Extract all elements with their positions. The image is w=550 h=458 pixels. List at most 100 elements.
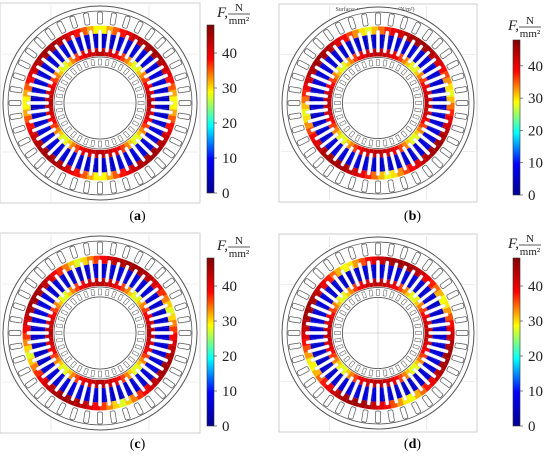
stator-inner-ring: [7, 10, 193, 196]
stress-core-band: [416, 54, 431, 68]
stator-inner-ring: [286, 241, 470, 425]
stress-inner-band: [123, 371, 132, 381]
stator-slot: [361, 243, 369, 257]
stress-core-band: [325, 368, 340, 382]
tooth-slot: [105, 260, 112, 283]
rotor-slot: [136, 93, 144, 99]
stator-slot: [44, 165, 56, 178]
stress-outer-band: [422, 44, 433, 55]
tooth-slot: [305, 337, 329, 345]
rotor-slot: [368, 59, 374, 67]
tooth-slot: [424, 73, 446, 86]
rotor-slot: [334, 331, 341, 335]
caption-a: (a): [129, 209, 146, 224]
rotor-slot: [412, 86, 420, 92]
tooth-slot: [124, 376, 138, 398]
tooth-slot: [424, 350, 446, 363]
tooth-slot: [88, 153, 95, 176]
plot-frame: [278, 3, 478, 203]
stator-slot: [451, 354, 465, 364]
stress-inner-band: [336, 362, 346, 372]
rotor-slot: [348, 68, 356, 76]
rotor-slot: [339, 120, 347, 127]
rotor-slot: [76, 293, 83, 302]
tooth-slot: [98, 29, 102, 52]
tooth-slot: [310, 303, 332, 316]
stress-outer-band: [407, 162, 417, 173]
stress-outer-band: [323, 381, 334, 392]
stress-core-band: [413, 141, 427, 156]
rotor-slot: [83, 290, 89, 299]
stress-inner-band: [52, 356, 62, 365]
tooth-slot: [428, 101, 451, 105]
tooth-slot: [348, 35, 361, 57]
stator-slot: [387, 179, 395, 193]
stress-outer-band: [144, 382, 155, 393]
colorbar-tick-label: 0: [528, 419, 536, 435]
rotor-slot: [122, 360, 130, 369]
rotor-slot: [382, 139, 388, 147]
rotor-slot: [76, 134, 83, 143]
colorbar-tick-label: 10: [222, 151, 237, 167]
stress-outer-band: [323, 151, 334, 162]
stress-outer-band: [319, 278, 330, 289]
stress-inner-band: [336, 294, 346, 304]
tooth-slot: [395, 265, 408, 287]
stress-inner-band: [410, 362, 420, 372]
tooth-slot: [54, 142, 70, 162]
stator-slot: [83, 12, 91, 26]
stator-slot: [12, 125, 26, 134]
tooth-slot: [382, 30, 390, 54]
tooth-slot: [143, 127, 165, 141]
stress-core-band: [37, 356, 53, 368]
stress-core-band: [123, 150, 135, 166]
tooth-slot: [70, 264, 82, 287]
stress-outer-band: [29, 132, 40, 142]
stator-slot: [154, 267, 166, 279]
stator-inner-ring: [286, 11, 470, 195]
stress-core-band: [50, 49, 65, 65]
stator-slot: [422, 28, 433, 42]
tooth-slot: [130, 372, 146, 392]
stator-slot: [174, 72, 188, 81]
stress-outer-band: [61, 32, 71, 43]
rotor-slot: [400, 298, 408, 306]
colorbar-tick-label: 10: [222, 384, 237, 400]
stress-outer-band: [73, 258, 83, 268]
rotor-slot: [400, 68, 408, 76]
stator-slot: [323, 28, 334, 42]
stator-slot: [287, 100, 301, 106]
stator-slot: [303, 278, 317, 289]
tooth-slot: [70, 149, 82, 172]
tooth-slot: [310, 120, 332, 133]
tooth-slot: [382, 152, 390, 176]
tooth-slot: [98, 259, 102, 282]
rotor-slot: [354, 64, 361, 72]
stress-inner-band: [410, 64, 420, 74]
stress-inner-band: [407, 291, 417, 301]
rotor-slot: [409, 120, 417, 127]
stress-outer-band: [45, 382, 56, 393]
tooth-slot: [305, 107, 329, 115]
tooth-slot: [146, 303, 169, 315]
rotor-slot: [111, 137, 117, 146]
rotor-slot: [131, 350, 140, 357]
stator-slot: [312, 386, 325, 399]
tooth-slot: [139, 57, 159, 73]
stator-slot: [169, 59, 183, 70]
stress-outer-band: [25, 76, 35, 86]
stress-core-band: [416, 368, 431, 382]
tooth-slot: [325, 137, 344, 156]
stress-outer-band: [437, 64, 448, 74]
tooth-slot: [319, 132, 339, 149]
stator-slot: [122, 245, 131, 259]
caption-d: (d): [403, 437, 422, 452]
stress-outer-band: [156, 288, 168, 299]
tooth-slot: [27, 91, 50, 98]
tooth-slot: [118, 379, 130, 402]
stress-outer-band: [149, 147, 160, 158]
tooth-slot: [124, 268, 138, 290]
stator-slot: [291, 72, 305, 82]
tooth-slot: [426, 114, 449, 124]
stator-slot: [312, 267, 325, 280]
